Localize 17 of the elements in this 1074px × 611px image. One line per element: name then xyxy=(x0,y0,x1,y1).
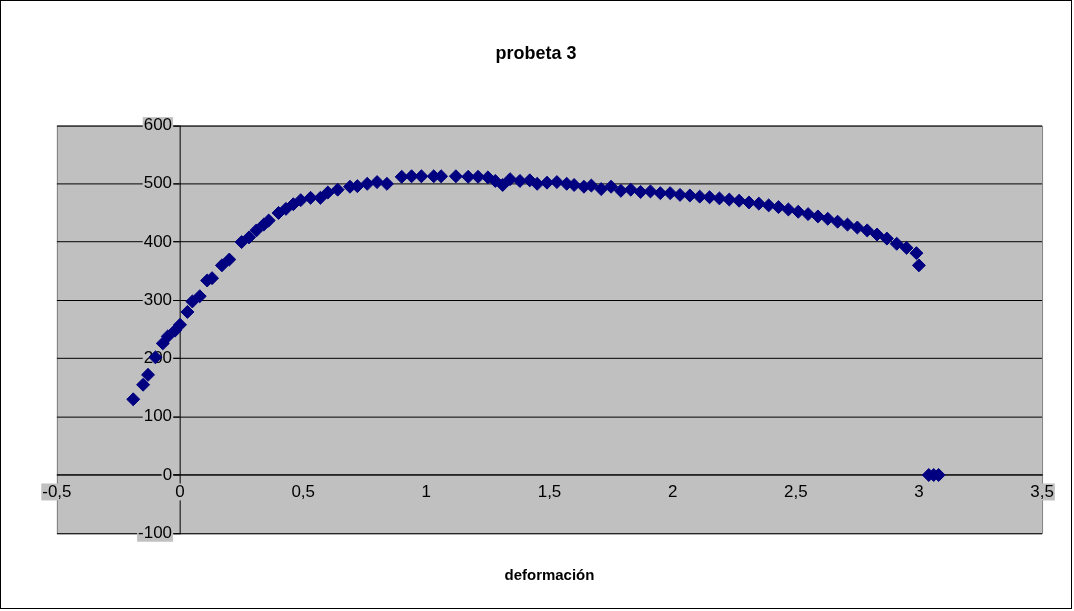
x-axis-title: deformación xyxy=(504,566,595,584)
x-tick-label: 2,5 xyxy=(783,481,808,501)
x-tick-label: 3,5 xyxy=(1030,481,1054,501)
y-tick-label: 500 xyxy=(143,173,173,193)
x-tick-label: -0,5 xyxy=(42,481,72,501)
x-tick-label: 1,5 xyxy=(537,481,562,501)
x-tick-label: 2 xyxy=(667,481,678,501)
y-tick-label: 0 xyxy=(162,464,173,484)
y-tick-label: 400 xyxy=(143,231,173,251)
x-tick-label: 0,5 xyxy=(291,481,315,501)
y-tick-label: 100 xyxy=(143,406,173,426)
y-tick-label: 600 xyxy=(143,115,173,135)
y-tick-label: 300 xyxy=(143,289,173,309)
chart-title: probeta 3 xyxy=(495,42,577,63)
x-tick-label: 3 xyxy=(914,481,924,501)
y-tick-label: -100 xyxy=(138,522,173,542)
x-tick-label: 1 xyxy=(421,481,432,501)
